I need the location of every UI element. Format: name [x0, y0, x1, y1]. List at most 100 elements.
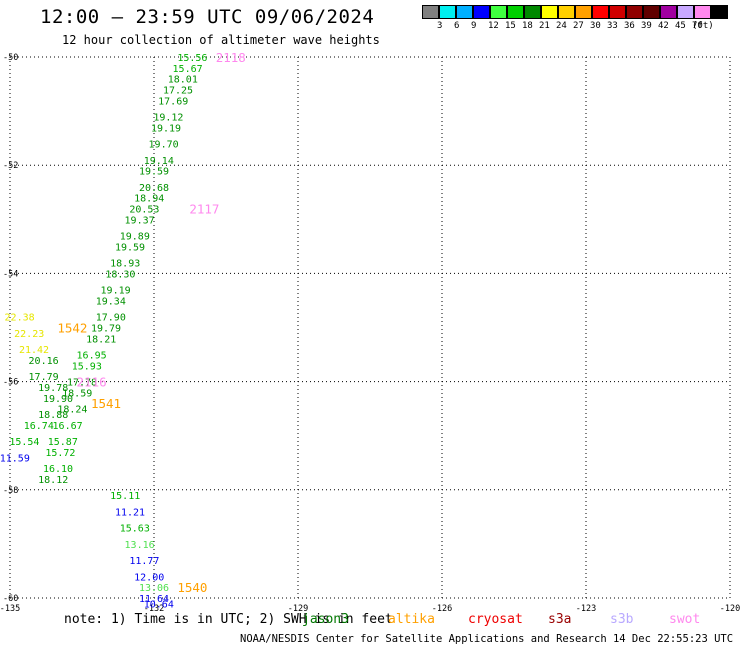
wave-height-label: 21.42: [19, 345, 49, 356]
legend-swatch: [592, 5, 609, 19]
wave-height-label: 15.11: [110, 491, 140, 502]
credit-line: NOAA/NESDIS Center for Satellite Applica…: [240, 633, 740, 645]
legend-label: 70: [692, 21, 703, 31]
wave-height-label: 13.16: [125, 540, 155, 551]
legend-swatch: [575, 5, 592, 19]
legend-label: 12: [488, 21, 499, 31]
pass-number-label: 1542: [57, 321, 87, 336]
wave-height-label: 18.12: [38, 475, 68, 486]
wave-height-label: 22.23: [14, 329, 44, 340]
wave-height-label: 19.14: [144, 156, 174, 167]
satellite-name: altika: [388, 612, 435, 627]
pass-number-label: 2116: [77, 375, 107, 390]
wave-height-label: 20.16: [29, 356, 59, 367]
legend-swatch: [541, 5, 558, 19]
legend-label: 18: [522, 21, 533, 31]
pass-number-label: 1540: [177, 580, 207, 595]
legend-swatch: [524, 5, 541, 19]
lon-tick-label: -120: [720, 604, 740, 614]
pass-number-label: 1541: [91, 396, 121, 411]
legend-swatch: [473, 5, 490, 19]
lat-tick-label: -54: [3, 269, 18, 279]
legend-swatch: [626, 5, 643, 19]
wave-height-label: 15.67: [173, 64, 203, 75]
legend-swatch: [490, 5, 507, 19]
lat-tick-label: -52: [3, 161, 18, 171]
wave-height-label: 11.21: [115, 507, 145, 518]
wave-height-label: 17.78: [67, 378, 97, 389]
pass-number-label: 2118: [216, 50, 246, 65]
wave-height-label: 18.94: [134, 194, 164, 205]
legend-label: 9: [471, 21, 477, 31]
wave-height-label: 22.38: [5, 313, 35, 324]
wave-height-label: 19.12: [153, 113, 183, 124]
wave-height-label: 16.74: [24, 421, 54, 432]
legend-label: 24: [556, 21, 567, 31]
satellite-name: s3a: [548, 612, 572, 627]
wave-height-label: 17.25: [163, 85, 193, 96]
legend-swatch: [456, 5, 473, 19]
lat-tick-label: -50: [3, 53, 18, 63]
wave-height-label: 15.56: [177, 53, 207, 64]
satellite-name: cryosat: [468, 612, 523, 627]
footnote: note: 1) Time is in UTC; 2) SWH is in fe…: [64, 612, 393, 627]
wave-height-label: 17.69: [158, 96, 188, 107]
wave-height-label: 15.93: [72, 361, 102, 372]
lon-tick-label: -129: [288, 604, 308, 614]
wave-height-label: 19.19: [151, 123, 181, 134]
legend-label: 45: [675, 21, 686, 31]
wave-height-label: 19.34: [96, 296, 126, 307]
legend-label: 42: [658, 21, 669, 31]
legend-unit: (ft): [692, 21, 714, 31]
wave-height-label: 18.21: [86, 334, 116, 345]
legend-label: 27: [573, 21, 584, 31]
legend-label: 39: [641, 21, 652, 31]
wave-height-label: 18.88: [38, 410, 68, 421]
legend-label: 6: [454, 21, 460, 31]
wave-height-label: 19.37: [125, 215, 155, 226]
legend-label: 15: [505, 21, 516, 31]
wave-height-label: 18.24: [57, 405, 87, 416]
lat-tick-label: -56: [3, 378, 18, 388]
satellite-name: s3b: [610, 612, 634, 627]
wave-height-label: 13.06: [139, 583, 169, 594]
wave-height-label: 15.63: [120, 524, 150, 535]
wave-height-label: 18.30: [105, 269, 135, 280]
map-title: 12:00 – 23:59 UTC 09/06/2024: [40, 6, 375, 28]
wave-height-label: 17.90: [96, 313, 126, 324]
wave-height-label: 20.68: [139, 183, 169, 194]
wave-height-label: 19.19: [101, 286, 131, 297]
legend-swatch: [439, 5, 456, 19]
wave-height-label: 16.10: [43, 464, 73, 475]
lon-tick-label: -126: [432, 604, 452, 614]
legend-swatch: [609, 5, 626, 19]
wave-height-label: 19.89: [120, 232, 150, 243]
wave-height-label: 11.64: [139, 594, 169, 605]
wave-height-label: 19.79: [91, 324, 121, 335]
legend-swatch: [422, 5, 439, 19]
legend-label: 3: [437, 21, 443, 31]
wave-height-label: 15.87: [48, 437, 78, 448]
legend-label: 33: [607, 21, 618, 31]
wave-height-label: 15.72: [45, 448, 75, 459]
legend-label: 21: [539, 21, 550, 31]
legend-swatch: [558, 5, 575, 19]
wave-height-label: 10.64: [144, 599, 174, 610]
wave-height-label: 16.67: [53, 421, 83, 432]
wave-height-label: 19.59: [115, 242, 145, 253]
legend-swatch: [677, 5, 694, 19]
legend-swatch: [643, 5, 660, 19]
wave-height-label: 18.59: [62, 388, 92, 399]
lon-tick-label: -123: [576, 604, 596, 614]
wave-height-label: 16.95: [77, 351, 107, 362]
wave-height-label: 18.01: [168, 75, 198, 86]
wave-height-label: 11.59: [0, 453, 30, 464]
legend-swatch: [694, 5, 711, 19]
wave-height-label: 17.79: [29, 372, 59, 383]
satellite-name: jason3: [302, 612, 349, 627]
wave-height-label: 18.93: [110, 259, 140, 270]
legend-swatch: [711, 5, 728, 19]
color-scale-legend: 3 6 9 12 15 18 21 24 27 30 33 36 39 42 45 70 (ft): [422, 5, 728, 33]
wave-height-label: 15.54: [9, 437, 39, 448]
